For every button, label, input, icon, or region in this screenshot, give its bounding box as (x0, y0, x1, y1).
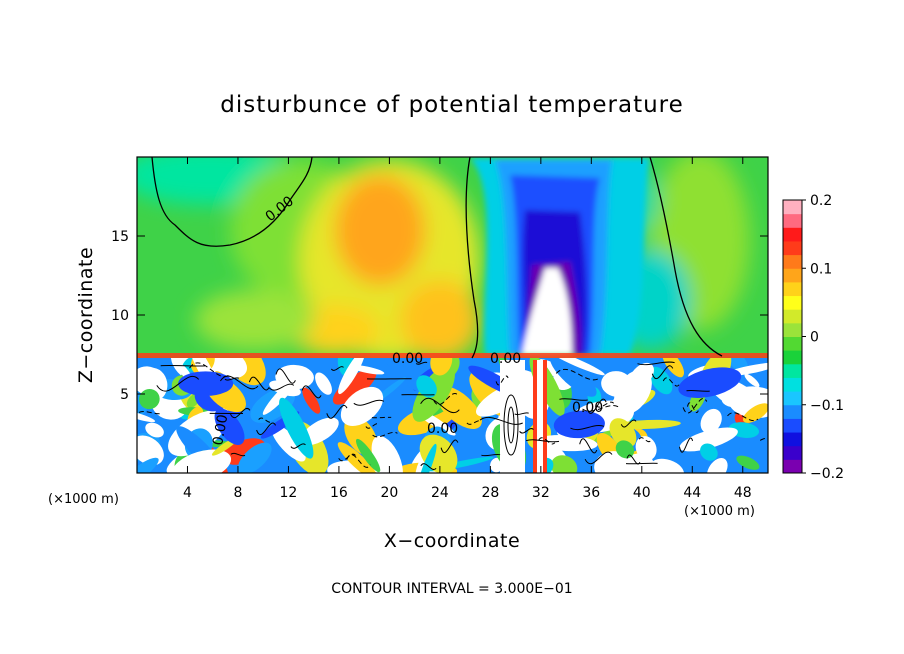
x-axis: 4 8 12 16 20 24 28 32 36 40 44 48 (183, 157, 752, 501)
contour-label: 0.00 (572, 400, 603, 416)
y-tick-label: 5 (120, 387, 129, 403)
x-tick-label: 44 (683, 485, 701, 501)
x-tick-label: 4 (183, 485, 192, 501)
colorbar-bin (783, 240, 802, 256)
colorbar-bin (783, 445, 802, 460)
colorbar-tick-label: 0.2 (810, 193, 832, 209)
contour-label: 0.00 (210, 413, 231, 446)
x-axis-label: X−coordinate (384, 530, 520, 552)
x-tick-label: 12 (280, 485, 298, 501)
x-tick-label: 16 (330, 485, 348, 501)
x-tick-label: 20 (380, 485, 398, 501)
colorbar-bin (783, 281, 802, 297)
lower-contours (138, 361, 768, 470)
colorbar-bin (783, 459, 802, 474)
y-tick-label: 15 (111, 229, 129, 245)
colorbar-bin (783, 404, 802, 419)
contour-label: 0.00 (490, 351, 521, 367)
colorbar-tick-label: −0.2 (810, 466, 844, 482)
lower-field (137, 358, 768, 473)
zero-contours (151, 157, 723, 359)
x-tick-label: 28 (481, 485, 499, 501)
colorbar-bin (783, 268, 802, 283)
temperature-field (137, 157, 768, 473)
colorbar-bin (783, 213, 802, 228)
colorbar-bin (783, 227, 802, 242)
colorbar-tick-label: 0 (810, 330, 819, 346)
colorbar-bin (783, 336, 802, 351)
contour-label: 0.00 (427, 421, 458, 437)
colorbar-bin (783, 418, 802, 433)
x-tick-label: 8 (233, 485, 242, 501)
colorbar-bin (783, 295, 802, 310)
colorbar-bin (783, 377, 802, 392)
colorbar-tick-label: −0.1 (810, 398, 844, 414)
tropopause-band (137, 353, 768, 359)
contour-label: 0.00 (392, 351, 423, 367)
colorbar-bin (783, 350, 802, 365)
colorbar-bin (783, 391, 802, 406)
cold-plume (470, 158, 650, 355)
colorbar-bin (783, 322, 802, 337)
x-tick-label: 36 (582, 485, 600, 501)
y-tick-label: 10 (111, 308, 129, 324)
colorbar: 0.2 0.1 0 −0.1 −0.2 (782, 193, 844, 482)
colorbar-bin (783, 363, 802, 378)
colorbar-bin (783, 254, 802, 269)
colorbar-bin (783, 309, 802, 324)
contour-interval-note: CONTOUR INTERVAL = 3.000E−01 (331, 581, 572, 597)
chart-title: disturbunce of potential temperature (220, 92, 684, 118)
x-tick-label: 40 (633, 485, 651, 501)
x-tick-label: 32 (532, 485, 550, 501)
colorbar-bin (783, 432, 802, 447)
x-tick-label: 24 (431, 485, 449, 501)
colorbar-tick-label: 0.1 (810, 261, 832, 277)
x-tick-label: 48 (734, 485, 752, 501)
y-axis: 5 10 15 (111, 229, 768, 403)
y-axis-label: Z−coordinate (75, 247, 97, 383)
colorbar-bin (783, 200, 802, 215)
x-unit-left: (×1000 m) (48, 492, 119, 507)
x-unit-right: (×1000 m) (684, 504, 755, 519)
